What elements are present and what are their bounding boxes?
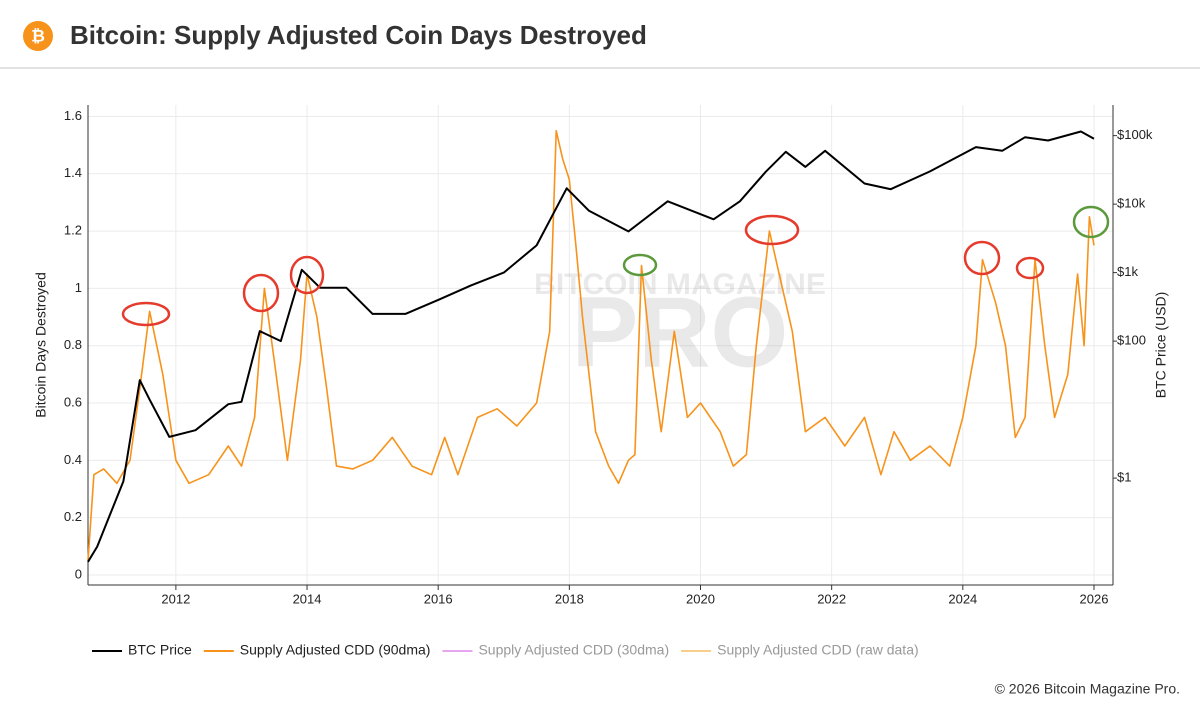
y-tick-label: 0.4 xyxy=(64,452,82,467)
y-axis-label: Bitcoin Days Destroyed xyxy=(33,272,49,418)
legend-label: Supply Adjusted CDD (90dma) xyxy=(240,642,431,658)
grid xyxy=(88,105,1113,585)
line-series xyxy=(87,130,1095,563)
y-tick-label: 0.8 xyxy=(64,337,82,352)
highlight-circle xyxy=(744,214,800,246)
x-tick-label: 2014 xyxy=(293,591,322,606)
x-tick-label: 2016 xyxy=(424,591,453,606)
page-title: Bitcoin: Supply Adjusted Coin Days Destr… xyxy=(70,20,647,50)
y2-tick-label: $1 xyxy=(1117,470,1131,485)
x-tick-label: 2026 xyxy=(1080,591,1109,606)
legend-label: BTC Price xyxy=(128,642,192,658)
icon-glyph: ₿ xyxy=(31,26,45,45)
x-tick-label: 2022 xyxy=(817,591,846,606)
y-tick-label: 0.2 xyxy=(64,509,82,524)
y2-tick-label: $1k xyxy=(1117,264,1138,279)
highlight-circle xyxy=(121,301,171,327)
y2-tick-label: $10k xyxy=(1117,196,1146,211)
legend-label: Supply Adjusted CDD (raw data) xyxy=(717,642,919,658)
y-tick-label: 0.6 xyxy=(64,394,82,409)
y-tick-label: 1 xyxy=(75,280,82,295)
bitcoin-icon xyxy=(23,21,53,51)
x-tick-label: 2024 xyxy=(948,591,977,606)
y-tick-label: 0 xyxy=(75,566,82,581)
y-tick-label: 1.2 xyxy=(64,223,82,238)
y2-tick-label: $100k xyxy=(1117,127,1153,142)
highlight-circle xyxy=(242,273,280,313)
highlight-circle xyxy=(1072,205,1110,239)
x-tick-label: 2020 xyxy=(686,591,715,606)
line-series xyxy=(87,130,1095,561)
y-tick-label: 1.6 xyxy=(64,108,82,123)
legend-label: Supply Adjusted CDD (30dma) xyxy=(478,642,669,658)
y2-tick-label: $100 xyxy=(1117,333,1146,348)
highlight-circle xyxy=(289,255,325,295)
highlight-circle xyxy=(963,240,1001,276)
y2-axis-label: BTC Price (USD) xyxy=(1153,292,1169,399)
x-tick-label: 2012 xyxy=(161,591,190,606)
highlight-circle xyxy=(622,253,658,277)
x-tick-label: 2018 xyxy=(555,591,584,606)
watermark-text: BITCOIN MAGAZINE xyxy=(534,268,826,301)
highlight-circle xyxy=(1015,256,1045,280)
header-bar xyxy=(0,0,1200,68)
y-tick-label: 1.4 xyxy=(64,165,82,180)
copyright: © 2026 Bitcoin Magazine Pro. xyxy=(995,681,1180,697)
annotations xyxy=(121,205,1110,327)
